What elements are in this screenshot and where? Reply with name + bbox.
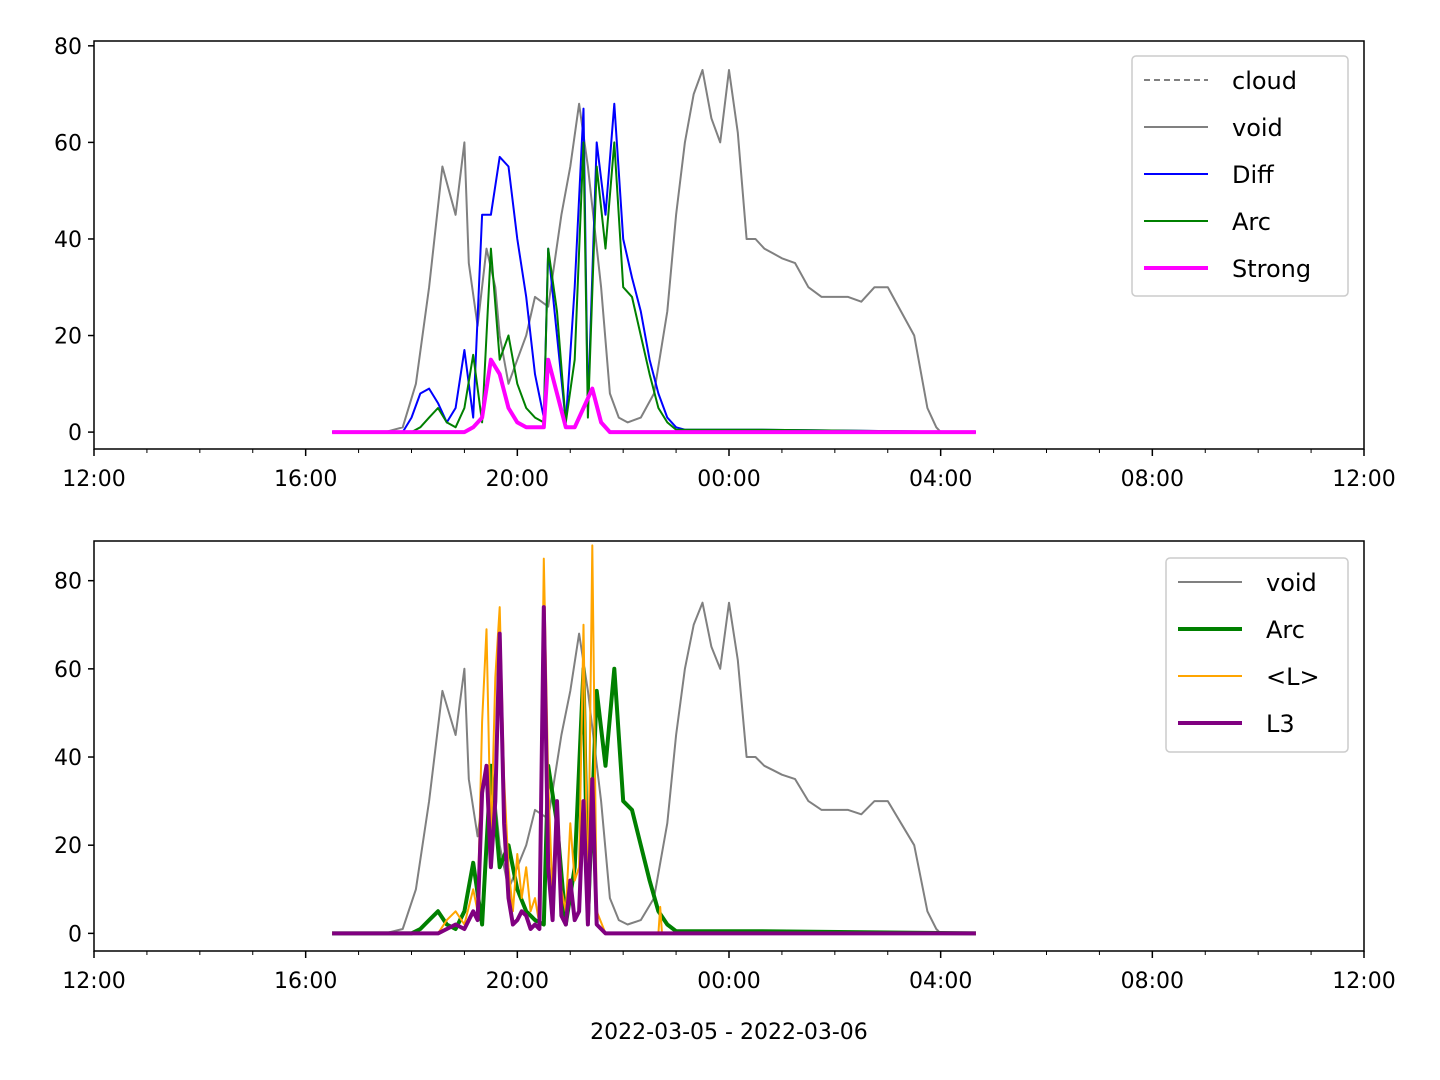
- x-tick-label: 04:00: [909, 969, 972, 994]
- y-tick-label: 80: [54, 35, 82, 60]
- y-tick-label: 0: [68, 421, 82, 446]
- series-line-arc: [332, 141, 976, 434]
- x-tick-label: 08:00: [1121, 467, 1184, 492]
- series-line-strong: [332, 357, 976, 435]
- y-tick-label: 20: [54, 834, 82, 859]
- y-tick-label: 80: [54, 570, 82, 595]
- plot-area: [332, 544, 976, 936]
- x-tick-label: 16:00: [274, 467, 337, 492]
- x-axis-label: 2022-03-05 - 2022-03-06: [590, 1020, 868, 1045]
- x-tick-label: 08:00: [1121, 969, 1184, 994]
- legend-box: [1131, 55, 1349, 297]
- legend-label-void: void: [1266, 569, 1317, 597]
- x-tick-label: 20:00: [486, 969, 549, 994]
- plot-area: [332, 69, 976, 435]
- bottom-panel: 0 20 40 60 80 12:00 16:00 20:00 00:00 04:00 08:00 1…: [54, 540, 1396, 1045]
- x-tick-label: 00:00: [697, 969, 760, 994]
- y-tick-label: 40: [54, 228, 82, 253]
- x-tick-label: 12:00: [1332, 467, 1395, 492]
- x-tick-label: 12:00: [62, 969, 125, 994]
- x-tick-label: 20:00: [486, 467, 549, 492]
- legend: cloud void Diff Arc Strong: [1131, 55, 1349, 297]
- legend: void Arc <L> L3: [1165, 557, 1349, 753]
- y-tick-label: 20: [54, 325, 82, 350]
- x-tick-label: 12:00: [62, 467, 125, 492]
- legend-label-diff: Diff: [1232, 161, 1274, 189]
- series-line-diff: [332, 102, 976, 434]
- legend-label-arc: Arc: [1232, 208, 1271, 236]
- y-tick-label: 60: [54, 658, 82, 683]
- legend-label-strong: Strong: [1232, 255, 1311, 283]
- x-tick-label: 16:00: [274, 969, 337, 994]
- series-line-l3: [332, 605, 976, 936]
- legend-label-void: void: [1232, 114, 1283, 142]
- legend-label-cloud: cloud: [1232, 67, 1297, 95]
- y-tick-label: 60: [54, 131, 82, 156]
- y-tick-label: 0: [68, 922, 82, 947]
- legend-label-l3: L3: [1266, 710, 1295, 738]
- x-tick-label: 00:00: [697, 467, 760, 492]
- legend-label-arc: Arc: [1266, 616, 1305, 644]
- x-tick-label: 12:00: [1332, 969, 1395, 994]
- x-tick-label: 04:00: [909, 467, 972, 492]
- series-line-void: [384, 69, 950, 434]
- legend-box: [1165, 557, 1349, 753]
- y-tick-label: 40: [54, 746, 82, 771]
- top-panel: 0 20 40 60 80 12:00 16:00 20:00 00:00 04:00 08:00 1…: [54, 35, 1396, 492]
- legend-label-l: <L>: [1266, 663, 1320, 691]
